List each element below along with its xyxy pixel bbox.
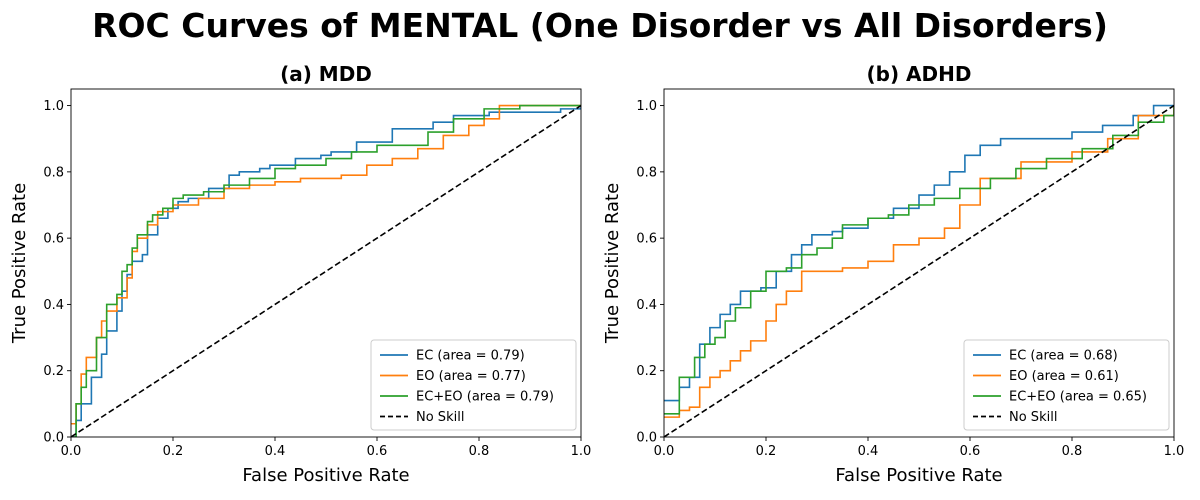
x-axis-label: False Positive Rate: [835, 465, 1002, 486]
chart-panel-mdd: (a) MDD False Positive Rate True Positive …: [9, 62, 591, 486]
legend-label: EC+EO (area = 0.65): [1009, 390, 1147, 405]
y-axis-label: True Positive Rate: [9, 183, 30, 344]
panel-title: (b) ADHD: [867, 62, 972, 86]
y-tick-label: 0.4: [43, 298, 64, 313]
legend-label: EC+EO (area = 0.79): [416, 390, 554, 405]
plot-frame: [70, 88, 582, 438]
legend-box: [963, 339, 1170, 431]
y-tick-label: 0.0: [636, 431, 657, 446]
chart-panel-adhd: (b) ADHD False Positive Rate True Positive…: [602, 62, 1184, 486]
y-tick-label: 0.4: [636, 298, 657, 313]
x-tick-label: 1.0: [571, 444, 592, 459]
y-tick-label: 1.0: [43, 99, 64, 114]
legend-label: No Skill: [416, 410, 464, 425]
y-axis-label: True Positive Rate: [602, 183, 623, 344]
legend-label: EC (area = 0.68): [1009, 349, 1118, 364]
x-tick-label: 0.2: [163, 444, 184, 459]
series-line-3: [664, 105, 1174, 415]
x-tick-label: 0.2: [756, 444, 777, 459]
x-axis-label: False Positive Rate: [242, 465, 409, 486]
legend: EC (area = 0.79) EO (area = 0.77) EC+EO (a…: [370, 339, 577, 431]
y-tick-label: 1.0: [636, 99, 657, 114]
y-tick-label: 0.8: [43, 165, 64, 180]
x-tick-label: 0.6: [960, 444, 981, 459]
x-tick-label: 0.4: [858, 444, 879, 459]
y-tick-label: 0.6: [43, 232, 64, 247]
x-tick-label: 0.8: [469, 444, 490, 459]
x-tick-label: 0.4: [265, 444, 286, 459]
series-line-3: [71, 104, 581, 437]
legend: EC (area = 0.68) EO (area = 0.61) EC+EO (a…: [963, 339, 1170, 431]
panel-title: (a) MDD: [280, 62, 372, 86]
series-line-4: [71, 104, 581, 437]
y-tick-label: 0.6: [636, 232, 657, 247]
x-tick-label: 0.8: [1062, 444, 1083, 459]
legend-label: EC (area = 0.79): [416, 349, 525, 364]
chart-panels: (a) MDD False Positive Rate True Positive …: [9, 62, 1184, 486]
y-tick-label: 0.0: [43, 431, 64, 446]
y-tick-label: 0.8: [636, 165, 657, 180]
legend-label: EO (area = 0.77): [416, 369, 526, 384]
x-tick-label: 1.0: [1164, 444, 1185, 459]
x-tick-label: 0.6: [367, 444, 388, 459]
series-group: [71, 104, 581, 437]
legend-label: No Skill: [1009, 410, 1057, 425]
x-tick-label: 0.0: [61, 444, 82, 459]
series-group: [664, 104, 1174, 437]
series-line-4: [664, 104, 1174, 437]
legend-box: [370, 339, 577, 431]
plot-frame: [663, 88, 1175, 438]
legend-label: EO (area = 0.61): [1009, 369, 1119, 384]
x-tick-label: 0.0: [654, 444, 675, 459]
y-tick-label: 0.2: [636, 364, 657, 379]
series-line-2: [664, 105, 1174, 418]
y-tick-label: 0.2: [43, 364, 64, 379]
figure-title: ROC Curves of MENTAL (One Disorder vs Al…: [92, 6, 1108, 45]
